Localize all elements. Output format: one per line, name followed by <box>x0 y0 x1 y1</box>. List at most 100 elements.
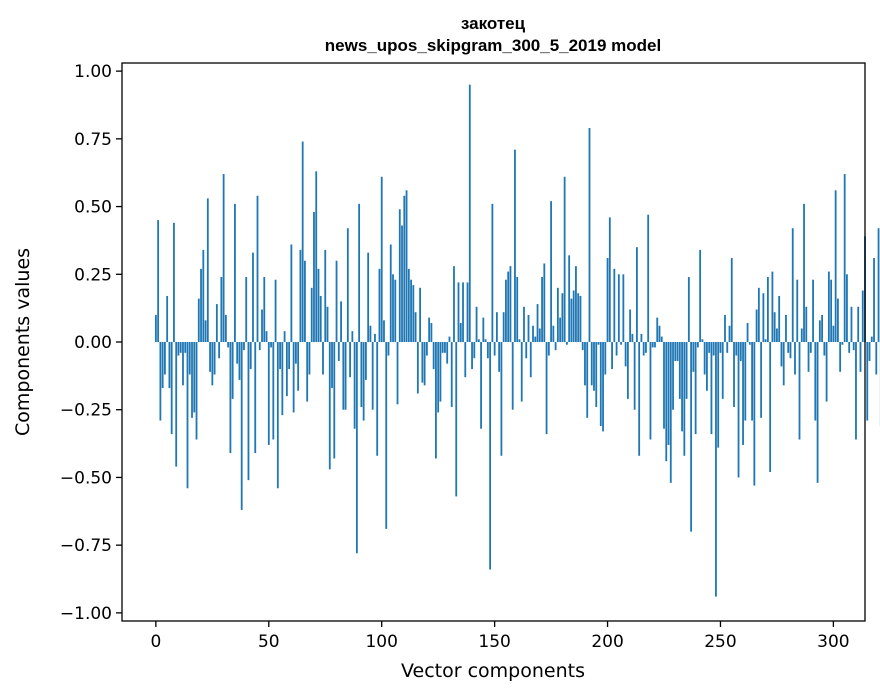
bar <box>444 342 446 353</box>
bar <box>665 342 668 462</box>
bar <box>306 342 309 402</box>
y-tick-label: −1.00 <box>60 604 112 624</box>
bar <box>717 342 720 448</box>
bar <box>247 342 250 481</box>
bar <box>696 342 699 348</box>
bar <box>638 342 641 456</box>
bar <box>288 342 291 370</box>
bar <box>559 317 562 342</box>
bar <box>866 342 869 421</box>
bar <box>281 342 284 416</box>
bar <box>387 342 390 356</box>
bar <box>491 203 494 342</box>
bar <box>683 342 686 456</box>
bar <box>748 342 751 345</box>
bar <box>369 325 372 342</box>
bar <box>593 342 595 391</box>
bar <box>771 271 774 342</box>
bar <box>486 342 489 359</box>
y-tick-label: 0.75 <box>74 130 112 150</box>
bar <box>649 342 652 440</box>
bar <box>414 312 417 342</box>
bar <box>161 342 164 389</box>
bar <box>550 201 552 342</box>
bar <box>773 312 776 342</box>
x-tick-label: 150 <box>478 632 510 652</box>
bar <box>179 342 182 353</box>
bar <box>563 176 566 342</box>
bar <box>570 298 573 342</box>
bar <box>640 333 643 342</box>
bar <box>294 342 297 364</box>
bar <box>360 342 363 408</box>
bar <box>818 320 821 342</box>
bar <box>285 342 288 397</box>
bar <box>744 342 747 421</box>
chart-title-line-2: news_upos_skipgram_300_5_2019 model <box>325 36 661 55</box>
bar <box>202 249 205 342</box>
bar <box>435 342 437 459</box>
bar <box>525 342 528 359</box>
bar <box>240 342 243 510</box>
bar <box>489 342 492 570</box>
bar <box>421 342 424 383</box>
bar <box>245 276 248 342</box>
bar <box>785 314 787 342</box>
bar <box>389 244 392 342</box>
bar <box>425 342 428 356</box>
bar <box>678 342 681 399</box>
bar <box>595 342 598 408</box>
bar <box>577 293 580 342</box>
bar <box>694 342 697 435</box>
bar <box>211 342 214 386</box>
bar <box>378 268 381 342</box>
bar <box>493 342 496 356</box>
bar <box>430 323 433 342</box>
bar <box>349 342 351 378</box>
bar <box>776 328 778 342</box>
bar <box>328 342 331 470</box>
bar <box>762 293 765 342</box>
bar <box>615 342 618 356</box>
bar <box>541 276 543 342</box>
bar <box>726 342 729 353</box>
bar <box>383 320 385 342</box>
bar <box>769 342 772 473</box>
bar <box>520 342 523 402</box>
bar <box>586 342 589 418</box>
bar <box>753 342 756 486</box>
bar <box>227 342 230 348</box>
bar <box>243 342 245 351</box>
bar <box>315 171 318 342</box>
bar <box>690 342 693 532</box>
bar <box>466 282 469 342</box>
bar <box>547 342 550 356</box>
bar <box>780 342 783 367</box>
bar <box>868 342 871 361</box>
bar <box>473 342 476 359</box>
bar <box>708 342 711 353</box>
bar <box>342 342 345 410</box>
bar <box>272 342 275 440</box>
bar <box>814 342 817 421</box>
bar <box>873 258 875 342</box>
bar <box>676 342 679 361</box>
bar <box>437 342 440 413</box>
bar <box>416 342 419 394</box>
bar <box>484 339 487 342</box>
bar <box>843 174 846 342</box>
bar <box>622 274 625 342</box>
bar <box>453 266 455 342</box>
bar <box>633 342 636 410</box>
bar <box>396 342 399 405</box>
bar <box>495 312 498 342</box>
bar <box>658 325 661 342</box>
bar <box>674 342 677 361</box>
bar <box>376 342 379 456</box>
bar <box>267 342 270 445</box>
bar <box>220 276 223 342</box>
bar <box>552 325 555 342</box>
bar <box>505 279 507 342</box>
bar <box>581 342 584 351</box>
bar <box>529 342 532 378</box>
